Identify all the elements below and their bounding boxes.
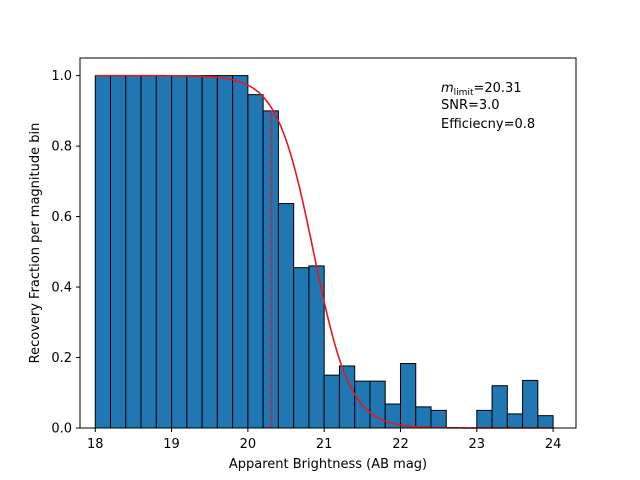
y-axis-label: Recovery Fraction per magnitude bin [28,123,43,364]
histogram-bar [171,75,188,429]
y-tick-label: 0.6 [51,210,72,225]
annotation-block: mlimit=20.31 SNR=3.0 Efficiecny=0.8 [441,81,535,132]
y-tick-label: 0.2 [51,351,72,366]
histogram-bar [140,75,157,429]
y-tick-label: 0.4 [51,281,72,296]
histogram-bars [94,75,554,429]
y-tick-label: 0.0 [51,422,72,437]
histogram-bar [430,409,447,429]
y-tick-label: 1.0 [51,69,72,84]
histogram-bar [522,379,539,429]
x-tick-label: 24 [545,437,562,452]
x-tick-label: 22 [392,437,409,452]
annotation-snr: SNR=3.0 [441,98,500,113]
histogram-bar [338,365,356,429]
x-tick-label: 18 [87,437,104,452]
histogram-bar [216,75,234,429]
histogram-bar [110,75,127,429]
x-axis-ticks: 18 19 20 21 22 23 24 [87,428,561,452]
y-tick-label: 0.8 [51,140,72,155]
annotation-efficiency: Efficiecny=0.8 [441,117,535,132]
x-tick-label: 19 [163,437,180,452]
histogram-bar [476,409,493,429]
x-tick-label: 20 [240,437,257,452]
y-axis-ticks: 0.0 0.2 0.4 0.6 0.8 1.0 [51,69,80,437]
histogram-bar [201,75,218,429]
histogram-bar [186,75,203,429]
histogram-bar [293,267,310,429]
histogram-bar [277,203,295,429]
histogram-bar [506,413,524,429]
histogram-bar [491,385,508,429]
histogram-bar [323,374,340,429]
histogram-bar [399,363,417,429]
x-axis-label: Apparent Brightness (AB mag) [229,457,427,472]
histogram-bar [247,94,264,429]
histogram-bar [125,75,142,429]
histogram-bar [94,75,112,429]
histogram-bar [155,75,173,429]
histogram-bar [537,415,554,429]
histogram-bar [232,75,249,429]
annotation-mlimit: mlimit=20.31 [441,81,522,98]
plot-frame [79,57,577,429]
x-tick-label: 21 [316,437,333,452]
histogram-bar [262,110,279,429]
histogram-bar [415,406,432,429]
x-tick-label: 23 [469,437,486,452]
